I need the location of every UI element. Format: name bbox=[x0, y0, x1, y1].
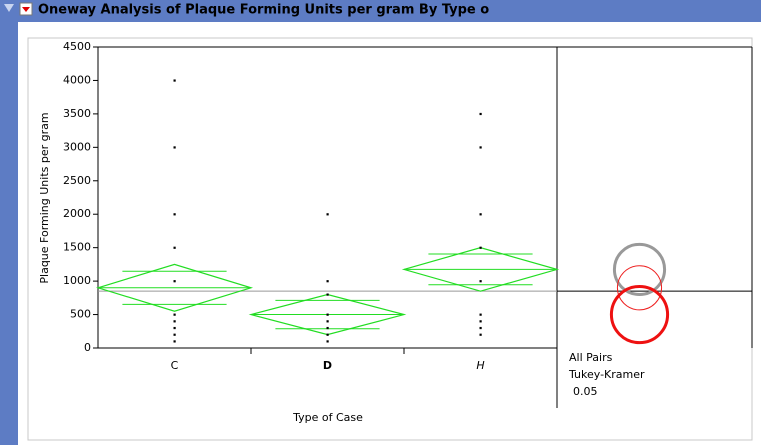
point bbox=[479, 313, 482, 316]
comparison-circle bbox=[609, 284, 670, 345]
y-tick-label: 4500 bbox=[63, 40, 91, 53]
point bbox=[479, 112, 482, 116]
comparison-label: All Pairs bbox=[569, 351, 613, 364]
point bbox=[479, 146, 482, 149]
point bbox=[326, 280, 329, 283]
point bbox=[173, 320, 176, 323]
comparison-circle bbox=[612, 242, 667, 296]
panel bbox=[18, 22, 761, 445]
point bbox=[479, 213, 482, 216]
point bbox=[326, 213, 329, 216]
y-tick-label: 4000 bbox=[63, 73, 91, 86]
point bbox=[173, 326, 176, 330]
point bbox=[479, 320, 482, 323]
y-tick-label: 0 bbox=[84, 341, 91, 354]
y-tick-label: 500 bbox=[70, 308, 91, 321]
point bbox=[326, 293, 329, 296]
point bbox=[479, 280, 482, 283]
x-tick-label: H bbox=[476, 359, 484, 372]
outline-toggle[interactable] bbox=[4, 4, 14, 12]
comparison-circle bbox=[616, 265, 663, 311]
y-tick-label: 3000 bbox=[63, 140, 91, 153]
point bbox=[479, 333, 482, 336]
x-axis-label: Type of Case bbox=[292, 411, 363, 424]
point bbox=[173, 246, 176, 249]
point bbox=[326, 313, 329, 316]
point bbox=[326, 340, 329, 343]
point bbox=[326, 333, 329, 336]
point bbox=[326, 320, 329, 323]
y-axis-label: Plaque Forming Units per gram bbox=[38, 112, 51, 283]
y-tick-label: 2500 bbox=[63, 174, 91, 187]
y-tick-label: 3500 bbox=[63, 107, 91, 120]
y-tick-label: 2000 bbox=[63, 207, 91, 220]
x-tick-label: D bbox=[323, 359, 332, 372]
point bbox=[173, 333, 176, 336]
chart-title: Oneway Analysis of Plaque Forming Units … bbox=[38, 3, 489, 18]
x-tick-label: C bbox=[171, 359, 179, 372]
comparison-label: Tukey-Kramer bbox=[568, 368, 645, 381]
point bbox=[173, 313, 176, 316]
point bbox=[173, 340, 176, 343]
point bbox=[173, 146, 176, 149]
point bbox=[326, 326, 329, 330]
point bbox=[173, 213, 176, 216]
point bbox=[479, 246, 482, 249]
disclosure-icon bbox=[22, 7, 30, 12]
y-tick-label: 1500 bbox=[63, 241, 91, 254]
y-tick-label: 1000 bbox=[63, 274, 91, 287]
comparison-label: 0.05 bbox=[573, 385, 598, 398]
point bbox=[173, 280, 176, 283]
point bbox=[173, 79, 176, 82]
point bbox=[479, 326, 482, 330]
